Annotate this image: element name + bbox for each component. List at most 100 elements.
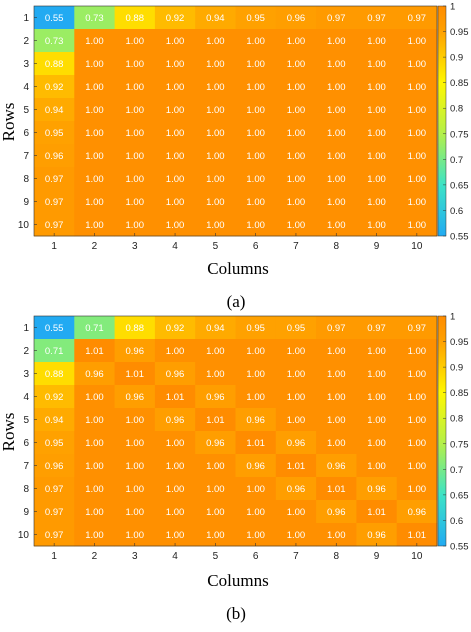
heatmap-cell (235, 316, 277, 340)
cell-value-label: 1.00 (246, 59, 265, 70)
x-tick-label: 3 (132, 551, 138, 562)
heatmap-cell (235, 167, 277, 191)
cell-value-label: 1.00 (206, 197, 225, 208)
colorbar (437, 5, 447, 237)
heatmap-cell (235, 477, 277, 501)
cell-value-label: 1.00 (206, 461, 225, 472)
colorbar-tick-label: 0.85 (450, 388, 469, 399)
heatmap-cell (235, 52, 277, 76)
x-tick-label: 8 (333, 241, 339, 252)
heatmap-cell (316, 500, 357, 524)
heatmap-cell (356, 316, 398, 340)
heatmap-cell (235, 6, 277, 30)
cell-value-label: 0.95 (45, 438, 64, 449)
heatmap-cell (114, 167, 156, 191)
heatmap-cell (356, 523, 398, 547)
y-tick-label: 2 (23, 346, 29, 357)
heatmap-cell (154, 144, 196, 168)
cell-value-label: 1.00 (287, 197, 306, 208)
cell-value-label: 1.00 (287, 392, 306, 403)
cell-value-label: 1.00 (206, 174, 225, 185)
heatmap-cell (114, 362, 156, 386)
heatmap-cell (316, 52, 357, 76)
heatmap-cell (114, 385, 156, 409)
x-tick-label: 1 (51, 241, 57, 252)
heatmap-cell (316, 431, 357, 455)
colorbar-tick-label: 0.7 (450, 465, 463, 476)
cell-value-label: 1.00 (408, 220, 427, 231)
heatmap-cell (154, 477, 196, 501)
cell-value-label: 1.00 (126, 105, 145, 116)
heatmap-cell (235, 454, 277, 478)
cell-value-label: 1.00 (287, 36, 306, 47)
heatmap-cell (154, 385, 196, 409)
y-tick-label: 5 (23, 415, 29, 426)
heatmap-cell (114, 213, 156, 237)
cell-value-label: 1.00 (206, 59, 225, 70)
heatmap-cell (356, 98, 398, 122)
heatmap-cell (154, 454, 196, 478)
heatmap-cell (356, 167, 398, 191)
cell-value-label: 1.00 (166, 197, 185, 208)
y-tick-label: 7 (23, 151, 29, 162)
heatmap-cell (114, 500, 156, 524)
cell-value-label: 0.96 (287, 13, 306, 24)
cell-value-label: 1.00 (367, 59, 386, 70)
heatmap-cell (356, 190, 398, 214)
x-tick-label: 2 (92, 551, 98, 562)
cell-value-label: 1.00 (126, 438, 145, 449)
cell-value-label: 1.00 (85, 530, 104, 541)
heatmap-cell (154, 29, 196, 53)
heatmap-cell (114, 6, 156, 30)
cell-value-label: 0.97 (45, 220, 64, 231)
heatmap-cell (356, 6, 398, 30)
heatmap-cell (34, 431, 75, 455)
cell-value-label: 1.00 (367, 105, 386, 116)
heatmap-cell (316, 477, 357, 501)
cell-value-label: 0.88 (126, 323, 145, 334)
cell-value-label: 1.00 (206, 220, 225, 231)
heatmap-cell (275, 523, 317, 547)
cell-value-label: 1.00 (367, 438, 386, 449)
x-tick-label: 5 (213, 241, 219, 252)
cell-value-label: 0.96 (45, 151, 64, 162)
cell-value-label: 1.00 (166, 346, 185, 357)
heatmap-cell (275, 477, 317, 501)
cell-value-label: 0.88 (126, 13, 145, 24)
cell-value-label: 1.00 (408, 82, 427, 93)
y-tick-label: 9 (23, 507, 29, 518)
heatmap-cell (114, 477, 156, 501)
cell-value-label: 1.00 (126, 507, 145, 518)
cell-value-label: 1.00 (206, 105, 225, 116)
cell-value-label: 0.97 (408, 13, 427, 24)
cell-value-label: 0.96 (327, 507, 346, 518)
cell-value-label: 0.96 (367, 530, 386, 541)
colorbar-tick-label: 0.55 (450, 542, 469, 553)
heatmap-cell (34, 121, 75, 145)
heatmap-cell (235, 408, 277, 432)
heatmap-cell (195, 477, 236, 501)
heatmap-cell (195, 6, 236, 30)
heatmap-cell (275, 454, 317, 478)
colorbar-tick-label: 0.6 (450, 206, 463, 217)
cell-value-label: 0.92 (166, 13, 185, 24)
heatmap-cell (396, 339, 438, 363)
heatmap-cell (396, 52, 438, 76)
cell-value-label: 0.97 (367, 13, 386, 24)
cell-value-label: 1.00 (367, 128, 386, 139)
colorbar-tick-label: 0.65 (450, 490, 469, 501)
cell-value-label: 1.00 (327, 530, 346, 541)
heatmap-cell (195, 316, 236, 340)
cell-value-label: 0.96 (287, 438, 306, 449)
cell-value-label: 1.00 (246, 530, 265, 541)
cell-value-label: 1.00 (126, 151, 145, 162)
cell-value-label: 1.01 (287, 461, 306, 472)
colorbar-tick-label: 0.8 (450, 104, 463, 115)
cell-value-label: 1.00 (126, 220, 145, 231)
cell-value-label: 1.00 (246, 128, 265, 139)
heatmap-cell (396, 362, 438, 386)
x-tick-label: 4 (172, 241, 178, 252)
cell-value-label: 1.00 (85, 438, 104, 449)
heatmap-cell (154, 408, 196, 432)
